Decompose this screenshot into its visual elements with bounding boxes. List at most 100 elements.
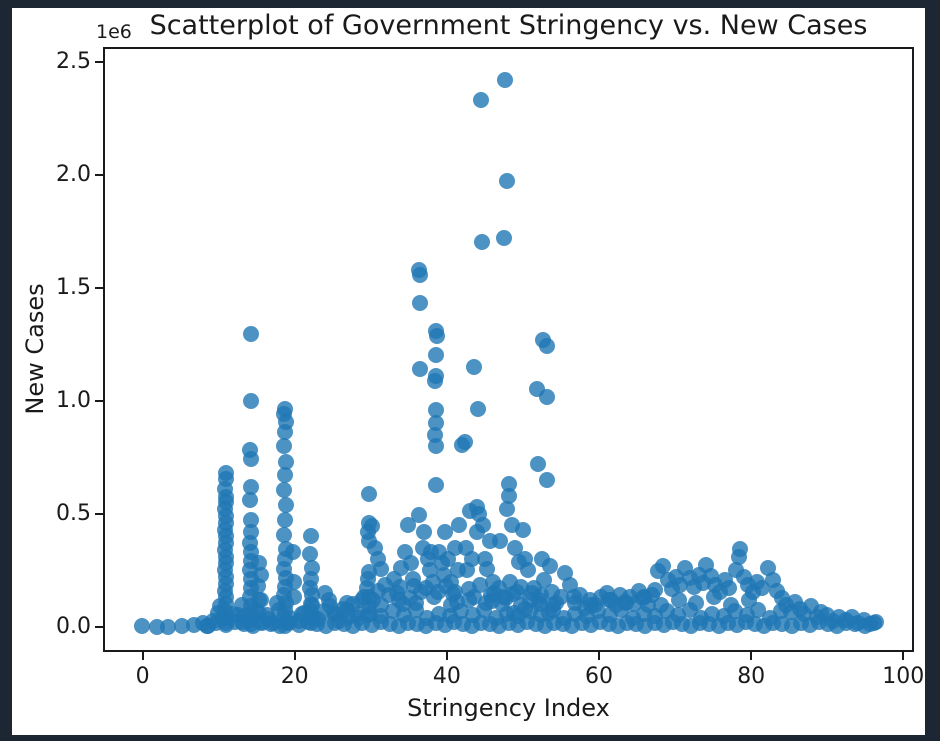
scatter-point [411,360,428,377]
x-tick-label: 100 [882,664,925,689]
x-tick-label: 0 [135,664,150,689]
scatter-point [653,597,670,614]
scatter-point [411,295,428,312]
scatter-point [470,400,487,417]
x-tick-mark [902,652,905,660]
scatter-point [276,527,293,544]
scatter-point [495,229,512,246]
y-tick-mark [95,625,103,628]
scatter-point [321,592,337,608]
scatter-point [478,595,495,612]
scatter-point [276,512,293,529]
scatter-point [565,588,582,605]
scatter-point [276,424,293,441]
y-tick-mark [95,512,103,515]
scatter-point [437,523,454,540]
scatter-point [600,592,617,608]
scatter-point [408,595,425,612]
y-tick-label: 1.5 [56,274,91,300]
x-tick-label: 20 [280,664,309,689]
scatter-point [495,588,512,605]
scatter-point [185,616,202,633]
scatter-point [241,492,258,509]
scatter-point [277,496,294,513]
scatter-point [286,588,302,605]
scatter-point [740,592,757,608]
scatter-point [410,506,427,523]
scatter-point [496,71,513,88]
scatter-point [400,516,417,533]
scatter-point [548,595,565,612]
scatter-point [479,561,496,577]
scatter-point [276,481,293,498]
scatter-point [538,471,555,488]
scatter-point [390,592,407,608]
scatter-point [134,618,151,635]
scatter-point [443,597,460,614]
scatter-point [416,523,433,540]
y-tick-label: 2.5 [56,48,91,74]
scatter-point [373,597,390,614]
plot-area [103,47,914,652]
scatter-point [499,501,515,518]
scatter-point [513,597,530,614]
scatter-point [427,401,444,418]
scatter-point [469,523,486,540]
scatter-point [705,588,722,605]
scatter-point [530,455,547,472]
x-tick-label: 80 [737,664,766,689]
scatter-point [356,588,372,605]
scatter-point [670,592,687,608]
scatter-point [583,597,600,614]
x-axis-label: Stringency Index [407,694,610,722]
y-tick-label: 2.0 [56,161,91,187]
scatter-point [618,595,635,612]
scatter-point [507,539,524,556]
x-tick-mark [293,652,296,660]
scatter-point [301,546,318,563]
scatter-point [251,592,267,608]
y-tick-label: 0.5 [56,500,91,526]
scatter-point [538,389,555,406]
y-tick-mark [95,286,103,289]
scatter-point [759,559,776,576]
scatter-point [530,592,547,608]
scatter-point [723,597,740,614]
chart-title: Scatterplot of Government Stringency vs.… [149,10,868,41]
scatter-point [772,603,789,620]
y-tick-mark [95,399,103,402]
scatter-point [865,615,882,632]
x-tick-mark [598,652,600,660]
scatter-point [466,358,483,375]
scatter-point [688,595,705,612]
scatter-point [451,516,467,533]
scatter-point [242,478,259,495]
scatter-point [427,347,444,364]
y-tick-label: 0.0 [56,613,91,639]
scatter-point [373,561,390,577]
scatter-point [243,451,260,468]
scatter-point [541,557,558,574]
scatter-point [242,325,259,342]
scatter-point [302,528,319,545]
scatter-point [242,392,259,409]
scatter-point [515,521,531,538]
scatter-point [160,618,177,635]
y-tick-mark [95,173,103,176]
y-tick-label: 1.0 [56,387,91,413]
scatter-point [686,579,703,596]
x-tick-mark [141,652,144,660]
scatter-point [519,562,536,579]
y-tick-mark [95,60,103,63]
scatter-point [427,477,444,494]
scatter-point [428,437,445,454]
matplotlib-figure: Scatterplot of Government Stringency vs.… [12,8,925,735]
scatter-point [473,234,490,251]
scatter-point [460,592,477,608]
x-tick-mark [445,652,448,660]
scatter-point [360,486,377,503]
x-tick-label: 60 [585,664,613,689]
scatter-point [635,588,652,605]
scatter-point [268,595,285,612]
